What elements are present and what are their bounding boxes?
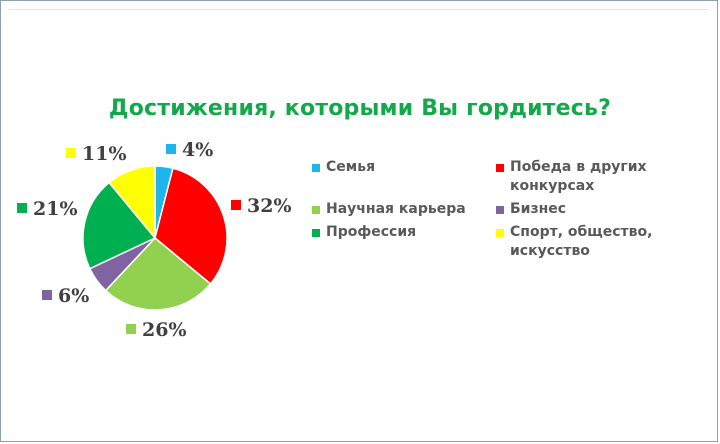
legend-item: Научная карьера — [312, 200, 496, 219]
pie-labels: 4% 32% 26% 6% 21% 11% — [17, 139, 292, 341]
pie-slice — [82, 181, 157, 270]
chart-title: Достижения, которыми Вы гордитесь? — [108, 96, 612, 121]
legend-label: Профессия — [326, 224, 417, 240]
chart-legend: Семья Победа в других конкурсах Научная … — [312, 158, 692, 265]
data-label: 11% — [82, 143, 127, 165]
legend-label: Семья — [326, 159, 376, 175]
legend-row: Семья Победа в других конкурсах — [312, 158, 692, 196]
legend-swatch — [496, 229, 504, 237]
data-label: 4% — [182, 139, 213, 161]
legend-label: Спорт, общество, искусство — [510, 224, 653, 259]
legend-swatch — [496, 206, 504, 214]
pie-slice — [104, 236, 212, 311]
data-label-swatch — [17, 203, 27, 213]
data-label-swatch — [42, 290, 52, 300]
top-rule — [9, 1, 709, 10]
legend-item: Победа в других конкурсах — [496, 158, 686, 196]
legend-swatch — [496, 164, 504, 172]
data-label-swatch — [231, 200, 241, 210]
data-label: 26% — [142, 319, 187, 341]
legend-swatch — [312, 229, 320, 237]
legend-label: Бизнес — [510, 201, 567, 217]
data-label: 21% — [33, 198, 78, 220]
data-label: 6% — [58, 285, 89, 307]
legend-swatch — [312, 206, 320, 214]
legend-row: Профессия Спорт, общество, искусство — [312, 223, 692, 261]
legend-item: Профессия — [312, 223, 496, 242]
legend-item: Спорт, общество, искусство — [496, 223, 686, 261]
legend-label: Научная карьера — [326, 201, 466, 217]
pie-slice — [154, 167, 228, 285]
legend-row: Научная карьера Бизнес — [312, 200, 692, 219]
data-label: 32% — [247, 195, 292, 217]
data-label-swatch — [66, 148, 76, 158]
legend-item: Семья — [312, 158, 496, 177]
legend-label: Победа в других конкурсах — [510, 159, 647, 194]
data-label-swatch — [166, 144, 176, 154]
data-label-swatch — [126, 324, 136, 334]
pie-slice — [108, 165, 156, 241]
legend-swatch — [312, 164, 320, 172]
legend-item: Бизнес — [496, 200, 686, 219]
pie-slices — [82, 165, 228, 311]
